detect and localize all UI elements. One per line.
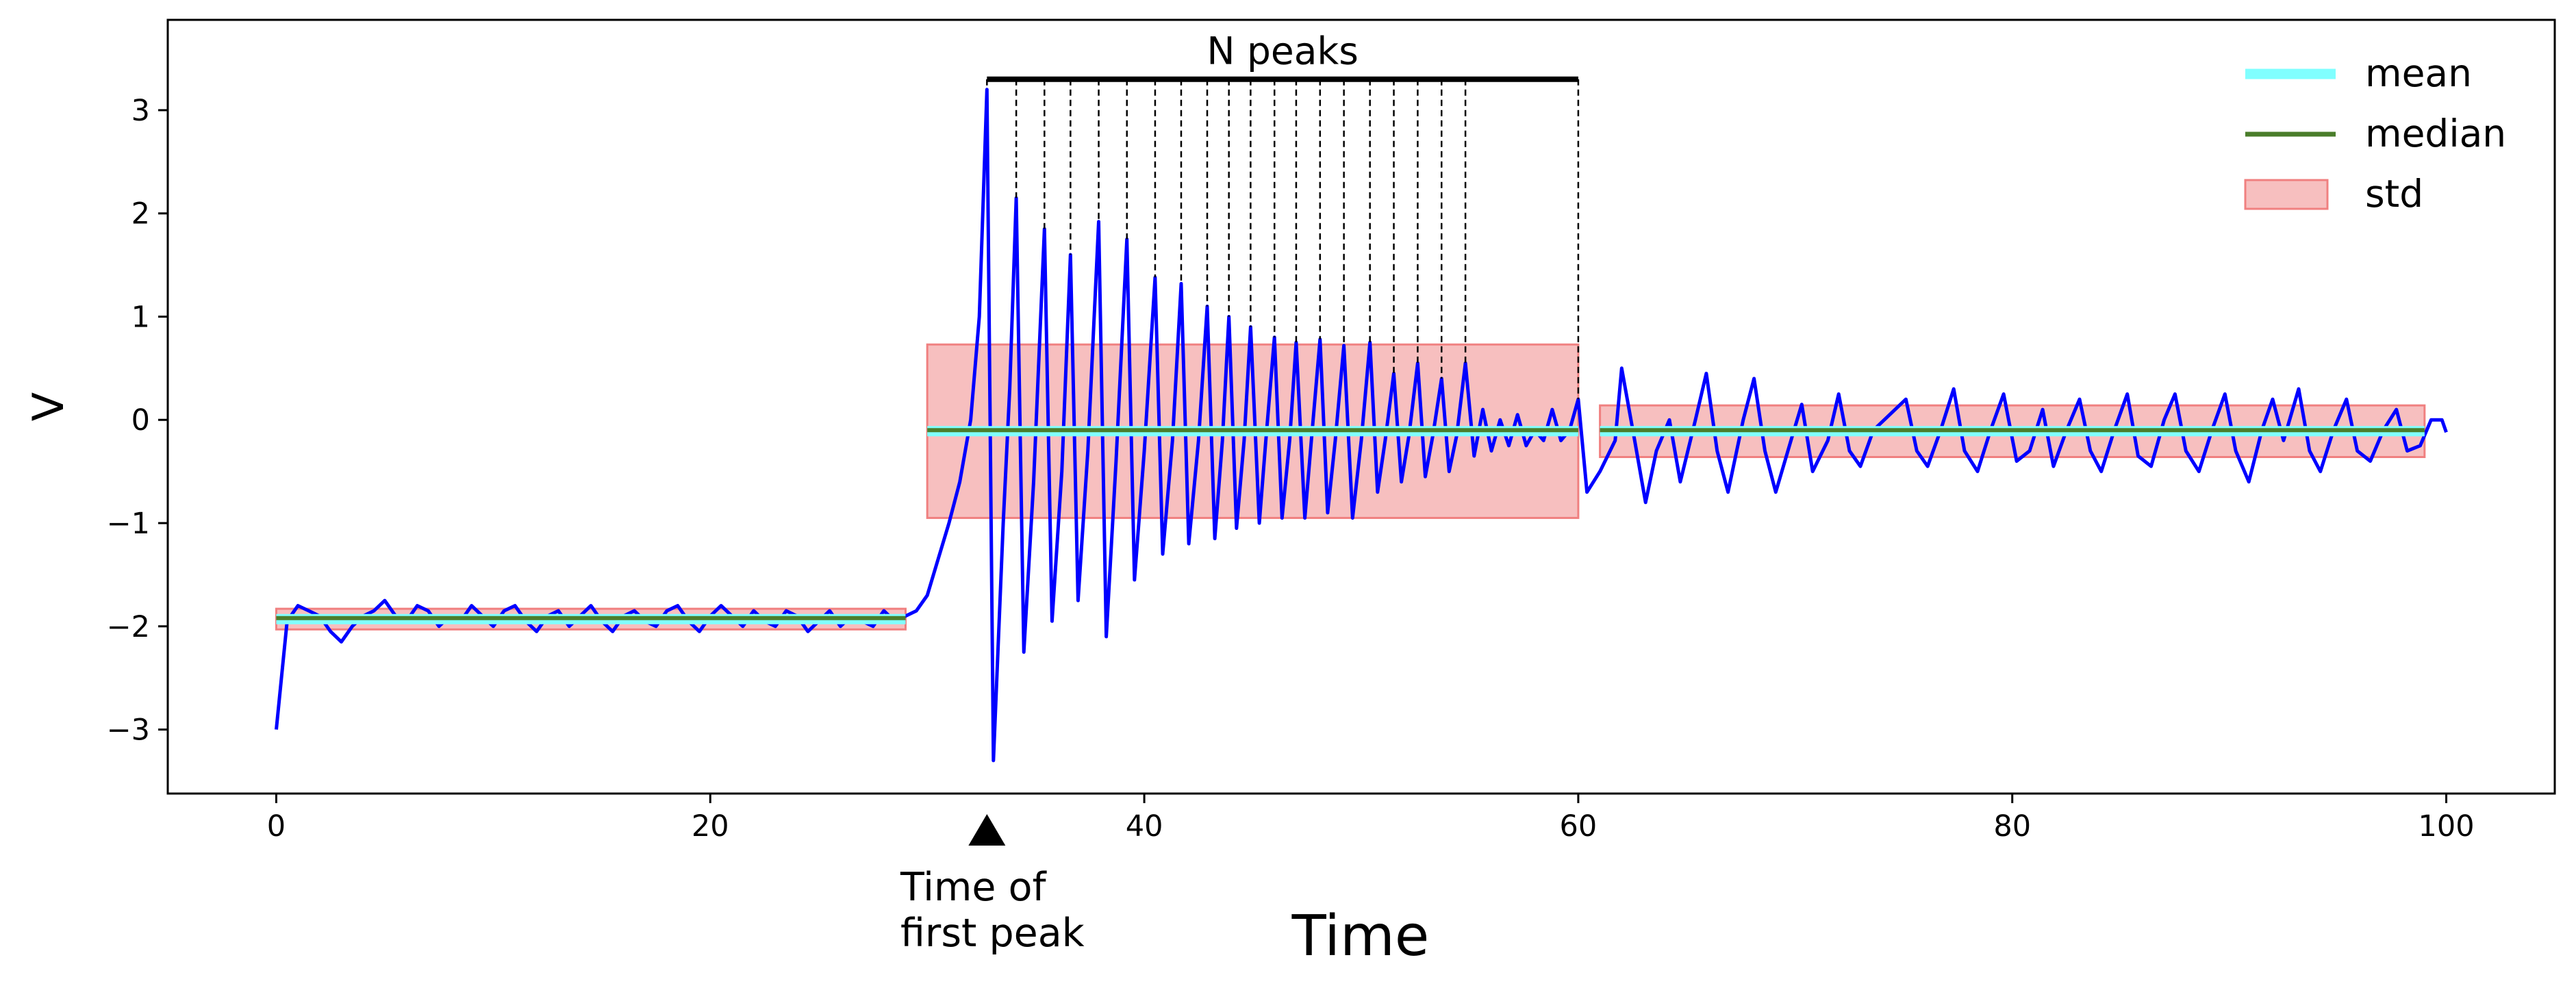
legend-label: median [2365, 112, 2506, 155]
x-tick-label: 60 [1560, 809, 1598, 844]
y-axis-label: V [23, 392, 73, 421]
x-tick-label: 20 [692, 809, 729, 844]
voltage-line [275, 88, 2448, 763]
x-tick-label: 40 [1126, 809, 1163, 844]
legend-swatch [2244, 179, 2329, 210]
x-tick-label: 100 [2419, 809, 2475, 844]
first-peak-marker [968, 814, 1006, 846]
legend-label: std [2365, 172, 2423, 216]
y-tick-label: −3 [107, 713, 150, 748]
y-tick-label: 3 [131, 94, 150, 128]
y-tick-label: 2 [131, 197, 150, 231]
n-peaks-label: N peaks [1207, 29, 1359, 73]
legend-label: mean [2365, 51, 2472, 95]
y-tick-label: 0 [131, 403, 150, 438]
plot-frame [166, 18, 2556, 795]
x-axis-label: Time [1291, 904, 1430, 969]
x-tick-label: 80 [1993, 809, 2031, 844]
first-peak-label: first peak [900, 911, 1085, 956]
y-tick-label: 1 [131, 300, 150, 334]
first-peak-label: Time of [900, 865, 1047, 910]
y-tick-label: −2 [107, 610, 150, 644]
x-tick-label: 0 [267, 809, 286, 844]
y-tick-label: −1 [107, 507, 150, 541]
